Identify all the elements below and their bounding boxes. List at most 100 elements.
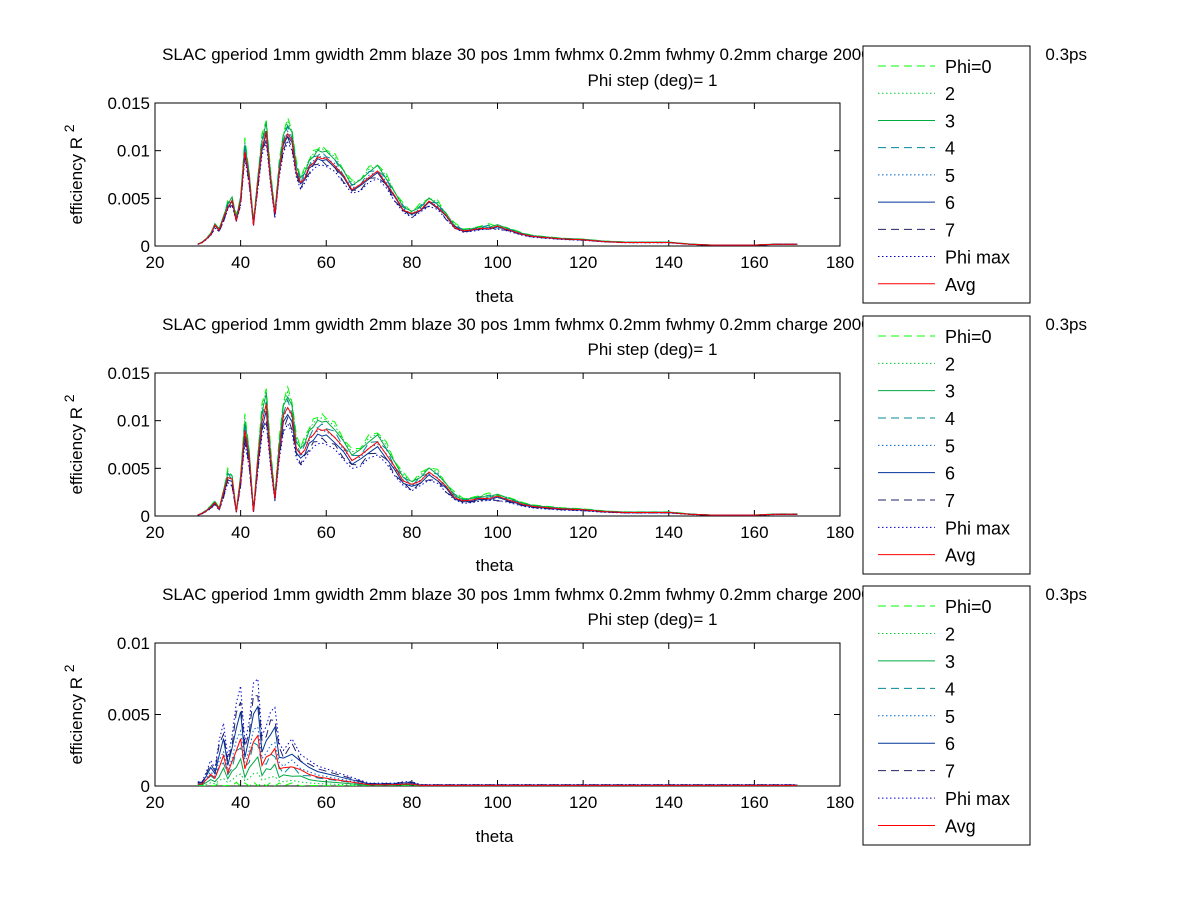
series-line-6 <box>197 694 798 786</box>
legend-entry: Phi=0 <box>945 327 992 347</box>
y-tick-label: 0 <box>141 237 150 256</box>
chart-subtitle: Phi step (deg)= 1 <box>588 340 718 359</box>
chart-title: SLAC gperiod 1mm gwidth 2mm blaze 30 pos… <box>162 45 1087 64</box>
series-line-5 <box>197 410 798 516</box>
y-tick-label: 0.005 <box>107 706 150 725</box>
x-axis-label: theta <box>476 827 514 846</box>
series-line-3 <box>197 124 798 246</box>
y-tick-label: 0.015 <box>107 94 150 113</box>
legend-entry: 2 <box>945 624 955 644</box>
series-line-0 <box>197 385 798 516</box>
legend-entry: Phi=0 <box>945 57 992 77</box>
legend-entry: 7 <box>945 762 955 782</box>
legend-entry: 4 <box>945 139 955 159</box>
y-axis-label: efficiency R 2 <box>61 394 86 494</box>
x-tick-label: 40 <box>231 793 250 812</box>
x-tick-label: 60 <box>317 523 336 542</box>
y-tick-label: 0 <box>141 507 150 526</box>
legend-entry: 7 <box>945 491 955 511</box>
legend-entry: 3 <box>945 382 955 402</box>
legend-entry: 6 <box>945 193 955 213</box>
legend-entry: Avg <box>945 546 976 566</box>
series-line-0 <box>197 781 798 786</box>
legend-entry: Phi max <box>945 248 1010 268</box>
y-tick-label: 0 <box>141 777 150 796</box>
y-tick-label: 0.005 <box>107 459 150 478</box>
x-tick-label: 20 <box>146 253 165 272</box>
series-line-8 <box>197 403 798 516</box>
legend-entry: Phi max <box>945 518 1010 538</box>
legend-entry: 2 <box>945 84 955 104</box>
y-tick-label: 0.01 <box>117 412 150 431</box>
series-line-8 <box>197 130 798 246</box>
series-line-6 <box>197 135 798 246</box>
legend-entry: 4 <box>945 679 955 699</box>
series-line-7 <box>197 141 798 246</box>
x-tick-label: 120 <box>569 253 597 272</box>
legend: Phi=0 2 3 4 5 6 7 Phi max Avg <box>862 585 1031 846</box>
x-tick-label: 140 <box>655 793 683 812</box>
x-tick-label: 40 <box>231 523 250 542</box>
x-tick-label: 180 <box>826 793 854 812</box>
x-tick-label: 160 <box>740 793 768 812</box>
x-tick-label: 40 <box>231 253 250 272</box>
x-tick-label: 160 <box>740 523 768 542</box>
x-tick-label: 60 <box>317 253 336 272</box>
legend-entry: Phi=0 <box>945 597 992 617</box>
legend-entry: 7 <box>945 220 955 240</box>
x-axis-label: theta <box>476 287 514 306</box>
x-tick-label: 120 <box>569 523 597 542</box>
legend-entry: 2 <box>945 354 955 374</box>
x-tick-label: 100 <box>483 253 511 272</box>
series-line-3 <box>197 398 798 516</box>
legend-entry: Avg <box>945 817 976 837</box>
subplot-3: 20 40 60 80 100 120 140 160 180 0 0.005 0.01 SLAC gp… <box>61 585 1087 846</box>
series-line-1 <box>197 390 798 516</box>
plot-lines <box>197 115 798 246</box>
axes-box <box>154 642 841 787</box>
legend-entry: Avg <box>945 275 976 295</box>
series-line-6 <box>197 416 798 516</box>
series-line-4 <box>197 405 798 516</box>
x-tick-label: 120 <box>569 793 597 812</box>
series-line-3 <box>197 741 798 786</box>
plot-lines <box>197 677 798 786</box>
x-tick-label: 160 <box>740 253 768 272</box>
y-tick-label: 0.01 <box>117 142 150 161</box>
series-line-7 <box>197 677 798 786</box>
x-tick-label: 180 <box>826 253 854 272</box>
series-line-5 <box>197 704 798 786</box>
x-tick-label: 100 <box>483 523 511 542</box>
legend-entry: 5 <box>945 436 955 456</box>
series-line-8 <box>197 734 798 786</box>
y-axis-label: efficiency R 2 <box>61 124 86 224</box>
legend-entry: 6 <box>945 464 955 484</box>
subplot-2: 20 40 60 80 100 120 140 160 180 0 0.005 0.01 0.015 SL… <box>61 315 1087 575</box>
legend-entry: 5 <box>945 166 955 186</box>
chart-subtitle: Phi step (deg)= 1 <box>588 610 718 629</box>
plot-lines <box>197 385 798 516</box>
series-line-7 <box>197 422 798 516</box>
legend-entry: 3 <box>945 652 955 672</box>
legend-entry: 3 <box>945 111 955 131</box>
y-tick-label: 0.01 <box>117 634 150 653</box>
x-tick-label: 140 <box>655 253 683 272</box>
legend: Phi=0 2 3 4 5 6 7 Phi max Avg <box>862 315 1031 575</box>
chart-title: SLAC gperiod 1mm gwidth 2mm blaze 30 pos… <box>162 315 1087 334</box>
x-tick-label: 80 <box>402 793 421 812</box>
x-tick-label: 20 <box>146 793 165 812</box>
legend-entry: 6 <box>945 734 955 754</box>
x-tick-label: 60 <box>317 793 336 812</box>
x-tick-label: 20 <box>146 523 165 542</box>
x-tick-label: 180 <box>826 523 854 542</box>
x-axis-label: theta <box>476 556 514 575</box>
x-tick-label: 140 <box>655 523 683 542</box>
x-tick-label: 80 <box>402 253 421 272</box>
legend-entry: 4 <box>945 409 955 429</box>
legend: Phi=0 2 3 4 5 6 7 Phi max Avg <box>862 45 1031 304</box>
x-tick-label: 80 <box>402 523 421 542</box>
y-tick-label: 0.005 <box>107 189 150 208</box>
y-tick-label: 0.015 <box>107 364 150 383</box>
subplot-1: 20 40 60 80 100 120 140 160 180 0 0.005 0.01 0.015 SL… <box>61 45 1087 306</box>
